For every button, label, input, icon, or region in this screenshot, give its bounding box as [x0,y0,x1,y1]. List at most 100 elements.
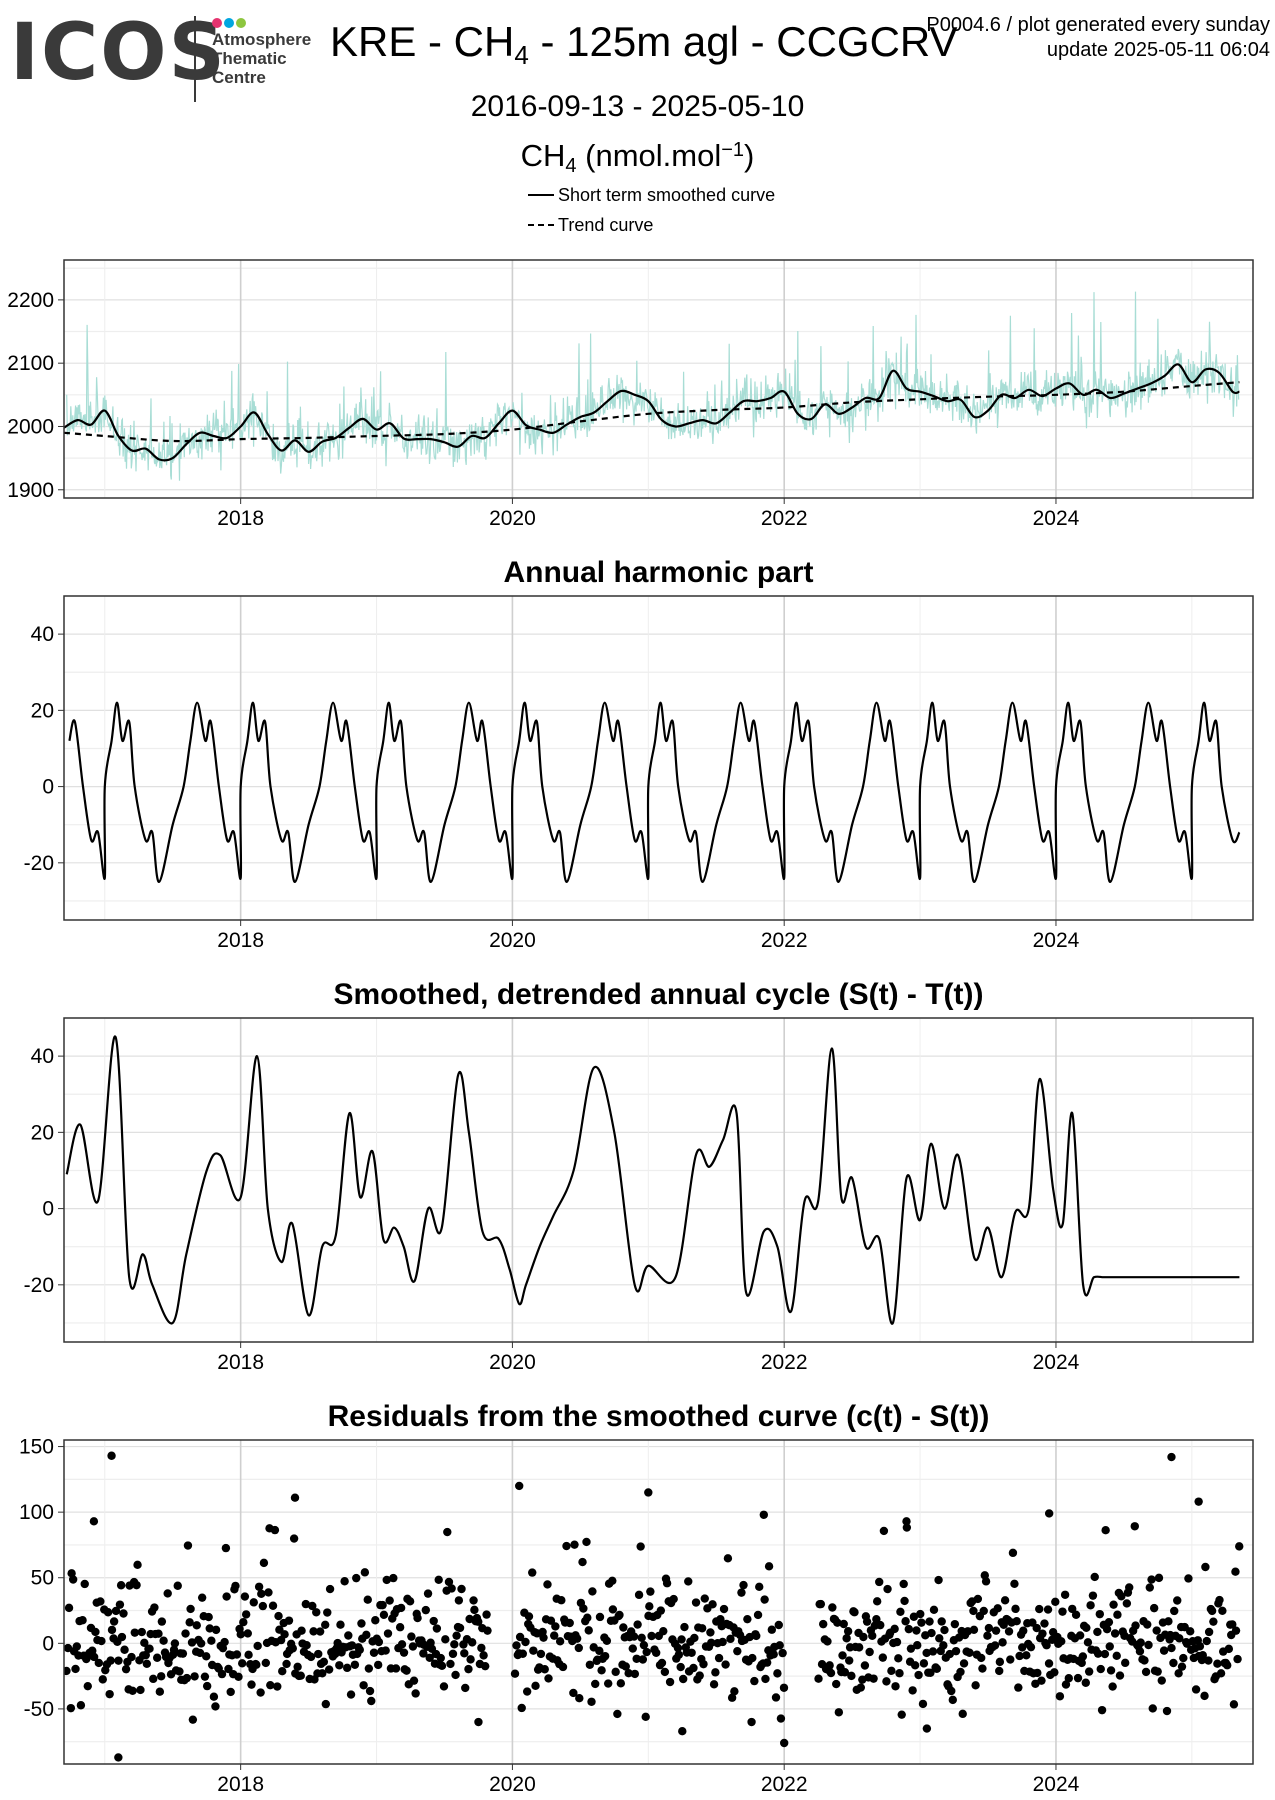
residual-point [1229,1700,1239,1709]
residual-point [1194,1497,1203,1506]
residual-point [518,1649,527,1658]
residual-point [157,1617,167,1626]
residual-point [396,1603,406,1613]
residual-point [195,1648,205,1658]
residual-point [1019,1626,1028,1635]
residual-point [130,1628,139,1637]
residual-point [906,1644,916,1653]
residual-point [531,1681,540,1691]
plot-area [65,1035,1240,1325]
y-tick-label: 50 [31,1567,54,1590]
residual-point [976,1653,986,1663]
residual-point [850,1608,859,1617]
residual-point [840,1668,850,1677]
residual-point [700,1594,709,1603]
residual-point [845,1656,854,1665]
residual-point [575,1693,584,1703]
residual-point [385,1596,394,1605]
residual-point [869,1674,878,1683]
panel-frame [63,1439,1254,1765]
residual-point [1164,1617,1173,1626]
residual-point [638,1655,648,1664]
residual-point [1004,1627,1014,1636]
residual-point [1083,1638,1093,1647]
residual-point [105,1689,114,1699]
residual-point [656,1606,666,1615]
x-tick-label: 2020 [489,507,536,530]
residual-point [621,1662,630,1671]
residual-point [673,1643,683,1653]
residual-point [721,1660,730,1669]
residual-point [1154,1573,1164,1583]
x-tick-label: 2020 [489,929,536,952]
residual-point [1173,1596,1182,1605]
residual-point [405,1597,415,1606]
residual-point [842,1634,851,1643]
residual-point [72,1642,82,1651]
residual-point [699,1659,708,1669]
residual-point [562,1541,571,1551]
legend-item-trend: Trend curve [528,210,775,240]
residual-point [1184,1574,1193,1583]
logo-sub-line: Atmosphere [212,30,312,49]
residual-point [481,1661,490,1671]
residual-point [1135,1647,1145,1656]
residual-point [188,1715,198,1724]
residual-point [178,1649,188,1658]
residual-point [628,1644,637,1653]
residual-point [419,1649,428,1658]
residual-point [1233,1654,1242,1664]
residual-point [750,1676,759,1686]
residual-point [169,1645,179,1654]
residual-point [321,1620,330,1629]
residual-point [197,1593,207,1602]
residual-point [910,1661,920,1670]
panel-title: Annual harmonic part [503,556,813,589]
residual-point [633,1620,642,1629]
residual-point [629,1632,639,1641]
residual-point [232,1650,242,1659]
residual-point [1006,1655,1015,1664]
y-tick-label: 0 [42,1198,54,1221]
residual-point [727,1693,737,1702]
residual-point [280,1630,289,1639]
residual-point [981,1577,991,1586]
residual-point [231,1581,240,1591]
residual-point [247,1680,256,1689]
residual-point [922,1724,932,1733]
residual-point [778,1648,787,1658]
residual-point [679,1674,688,1684]
residual-point [132,1580,141,1590]
residual-point [209,1692,219,1701]
residual-point [759,1510,769,1519]
residual-point [1141,1667,1151,1677]
residual-point [154,1629,163,1638]
residual-point [450,1640,459,1649]
residual-point [510,1669,520,1678]
residual-point [1231,1567,1240,1576]
residual-point [1095,1609,1105,1619]
residual-point [544,1674,553,1683]
chart-panel-1: 1900 2000 2100 2200 2018 2020 2022 2024 [7,259,1254,530]
residual-point [421,1605,431,1615]
residual-point [357,1619,366,1628]
residual-point [107,1451,116,1460]
residual-point [828,1603,837,1612]
residual-point [1109,1600,1118,1609]
legend-dashed-swatch [528,224,554,226]
residual-point [1081,1678,1090,1687]
residual-point [1177,1662,1187,1671]
title-main: KRE - CH [330,18,515,65]
x-tick-label: 2022 [761,929,808,952]
residual-point [1200,1691,1209,1701]
series-line-1 [64,363,1240,462]
residual-point [336,1620,345,1629]
residual-point [302,1640,311,1650]
x-tick-label: 2024 [1033,507,1080,530]
y-tick-label: 0 [42,1632,54,1655]
residual-point [1207,1606,1217,1616]
y-tick-label: 2000 [7,415,54,438]
residual-point [689,1663,698,1673]
residual-point [382,1575,391,1585]
residual-point [900,1596,909,1606]
